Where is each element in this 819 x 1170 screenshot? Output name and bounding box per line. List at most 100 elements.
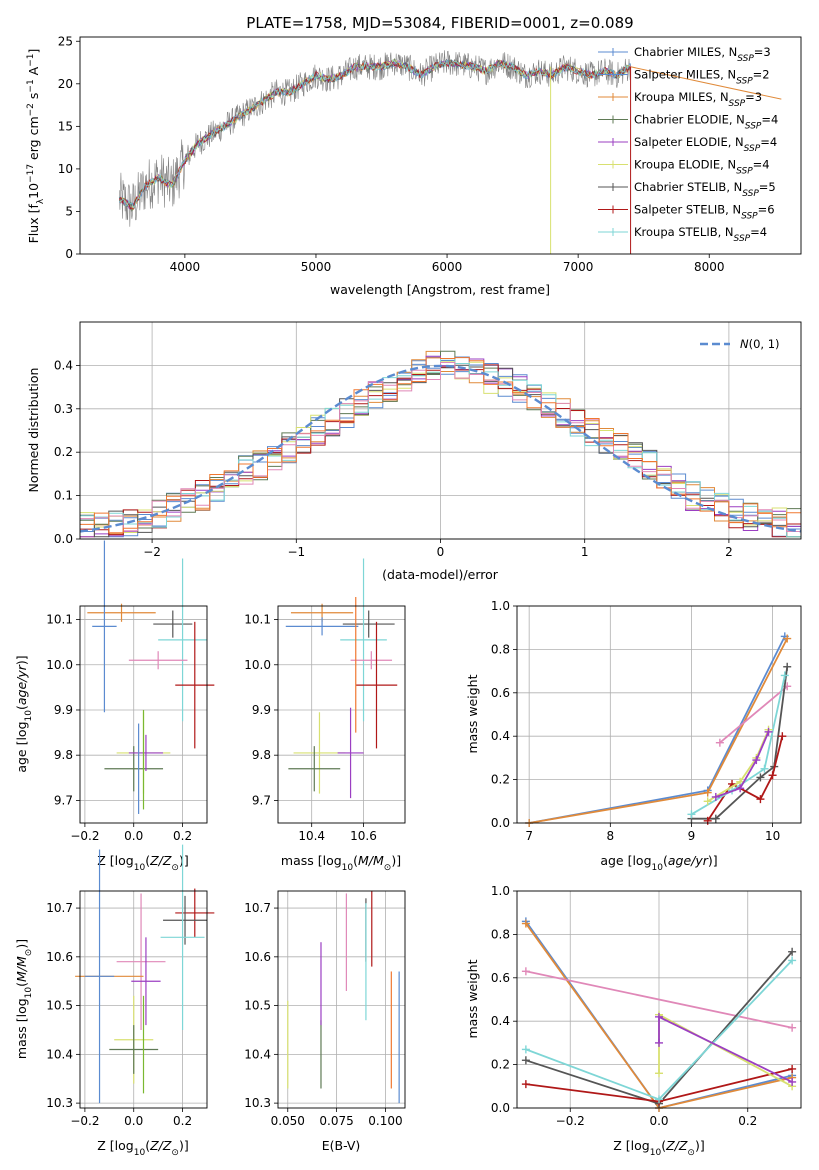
legend-entry: Kroupa STELIB, NSSP=4 xyxy=(634,225,767,244)
model-spectrum xyxy=(118,59,631,207)
x-tick-label: 5000 xyxy=(301,260,332,274)
legend-entry-part: =3 xyxy=(745,90,762,104)
legend-entry: Salpeter ELODIE, NSSP=4 xyxy=(634,135,777,154)
y-tick-label: 10.3 xyxy=(46,1096,73,1110)
x-tick-label: 0.2 xyxy=(173,829,192,843)
y-tick-label: 10.6 xyxy=(46,950,73,964)
y-tick-label: 0.8 xyxy=(491,927,510,941)
y-tick-label: 9.8 xyxy=(54,748,73,762)
y-tick-label: 0 xyxy=(65,247,73,261)
x-tick-label: 7000 xyxy=(563,260,594,274)
x-axis-label-part: )] xyxy=(179,853,189,868)
legend-entry-part: Salpeter ELODIE, N xyxy=(634,135,744,149)
y-tick-label: 0.0 xyxy=(54,532,73,546)
y-tick-label: 9.7 xyxy=(54,793,73,807)
x-axis-label-part: 10 xyxy=(650,1148,662,1158)
spectrum-panel: 4000 5000 6000 7000 8000 0 5 10 15 20 25 wavelength… xyxy=(26,34,802,297)
y-axis-label: age [log10(age/yr)] xyxy=(14,655,34,772)
legend-entry: Salpeter MILES, NSSP=2 xyxy=(634,68,770,87)
x-axis-label-part: ⊙ xyxy=(171,863,179,873)
y-tick-label: 10.6 xyxy=(244,950,271,964)
legend-entry-part: SSP xyxy=(736,77,753,87)
age-vs-metallicity-panel: −0.2 0.0 0.29.79.89.910.010.1Z [log10(Z/Z⊙… xyxy=(14,540,215,873)
x-axis-label-part: )] xyxy=(695,1138,705,1153)
y-axis-label-part: 10 xyxy=(24,710,34,722)
x-tick-label: 10.6 xyxy=(350,829,377,843)
ticks: 7 8 9 10 0.0 0.2 0.4 0.6 0.8 1.0 xyxy=(491,599,780,843)
x-axis-label-part: Z/Z xyxy=(149,853,172,868)
axes-frame xyxy=(516,605,802,824)
ticks: −0.2 0.0 0.2 0.0 0.2 0.4 0.6 0.8 1.0 xyxy=(491,884,757,1128)
y-tick-label: 0.6 xyxy=(491,971,510,985)
legend-entry-part: Kroupa MILES, N xyxy=(634,90,729,104)
legend-entry: Kroupa MILES, NSSP=3 xyxy=(634,90,762,109)
x-axis-label-part: ( xyxy=(145,853,150,868)
axes-frame xyxy=(79,321,802,540)
y-axis-label-part: erg cm xyxy=(26,116,41,164)
x-axis-label-part: ⊙ xyxy=(687,1148,695,1158)
x-tick-label: 9 xyxy=(688,829,696,843)
x-axis-label: Z [log10(Z/Z⊙)] xyxy=(97,1138,188,1158)
x-tick-label: −0.2 xyxy=(70,829,99,843)
x-tick-label: 7 xyxy=(525,829,533,843)
axes-frame xyxy=(277,605,406,824)
age-vs-mass-panel: 10.4 10.6 9.7 9.8 9.9 10.0 10.1 mass [log10(M/M… xyxy=(244,558,406,873)
y-axis-label-part: −1 xyxy=(26,54,36,67)
y-tick-label: 10.5 xyxy=(46,999,73,1013)
y-tick-label: 0.2 xyxy=(491,1058,510,1072)
legend-entry-part: =2 xyxy=(753,68,770,82)
y-tick-label: 9.7 xyxy=(252,793,271,807)
y-tick-label: 0.2 xyxy=(491,773,510,787)
y-tick-label: 10.0 xyxy=(244,658,271,672)
x-axis-label-part: )] xyxy=(391,853,401,868)
legend-entry-part: =3 xyxy=(754,45,771,59)
y-tick-label: 9.9 xyxy=(54,703,73,717)
legend-entry-part: =5 xyxy=(759,180,776,194)
x-axis-label-part: ( xyxy=(661,1138,666,1153)
y-axis-label-part: A xyxy=(26,66,41,79)
y-tick-label: 9.8 xyxy=(252,748,271,762)
y-axis-label-part: )] xyxy=(14,939,29,949)
y-tick-label: 5 xyxy=(65,204,73,218)
x-tick-label: 0.0 xyxy=(124,829,143,843)
y-tick-label: 10.5 xyxy=(244,999,271,1013)
x-axis-label-part: 10 xyxy=(652,863,664,873)
x-tick-label: 0.0 xyxy=(649,1114,668,1128)
x-axis-label-part: 10 xyxy=(342,863,354,873)
x-tick-label: 0.2 xyxy=(173,1114,192,1128)
ticks: 0.050 0.075 0.100 10.3 10.4 10.5 10.6 10.7 xyxy=(244,901,402,1128)
model-spectrum xyxy=(119,59,631,209)
x-tick-label: 0.050 xyxy=(271,1114,305,1128)
axes-frame xyxy=(516,890,802,1109)
x-axis-label-part: Z [log xyxy=(97,853,133,868)
y-tick-label: 0.1 xyxy=(54,489,73,503)
y-tick-label: 10.7 xyxy=(244,901,271,915)
y-axis-label-part: ] xyxy=(26,49,41,54)
y-axis-label-part: age [log xyxy=(14,721,29,772)
y-axis-label: Normed distribution xyxy=(26,368,41,493)
legend-entry-part: Salpeter STELIB, N xyxy=(634,203,741,217)
x-tick-label: −1 xyxy=(287,545,305,559)
legend-entry-part: Salpeter MILES, N xyxy=(634,68,736,82)
x-axis-label: (data-model)/error xyxy=(382,567,499,582)
x-tick-label: 4000 xyxy=(170,260,201,274)
y-tick-label: 1.0 xyxy=(491,884,510,898)
x-tick-label: 0.0 xyxy=(124,1114,143,1128)
y-axis-label-part: age/yr xyxy=(14,664,29,705)
y-tick-label: 0.8 xyxy=(491,642,510,656)
y-tick-label: 10.1 xyxy=(244,613,271,627)
y-tick-label: 9.9 xyxy=(252,703,271,717)
x-axis-label-part: Z/Z xyxy=(149,1138,172,1153)
legend-entry-part: Chabrier ELODIE, N xyxy=(634,113,745,127)
y-axis-label-part: )] xyxy=(14,655,29,665)
y-tick-label: 10.1 xyxy=(46,613,73,627)
legend-entry: Chabrier STELIB, NSSP=5 xyxy=(634,180,776,199)
y-axis-label-part: ( xyxy=(14,982,29,987)
y-tick-label: 0.0 xyxy=(491,816,510,830)
ticks: 10.4 10.6 9.7 9.8 9.9 10.0 10.1 xyxy=(244,613,377,843)
y-tick-label: 10 xyxy=(58,162,73,176)
x-tick-label: 0.075 xyxy=(319,1114,353,1128)
legend-entry: Chabrier MILES, NSSP=3 xyxy=(634,45,771,64)
x-tick-label: −0.2 xyxy=(70,1114,99,1128)
